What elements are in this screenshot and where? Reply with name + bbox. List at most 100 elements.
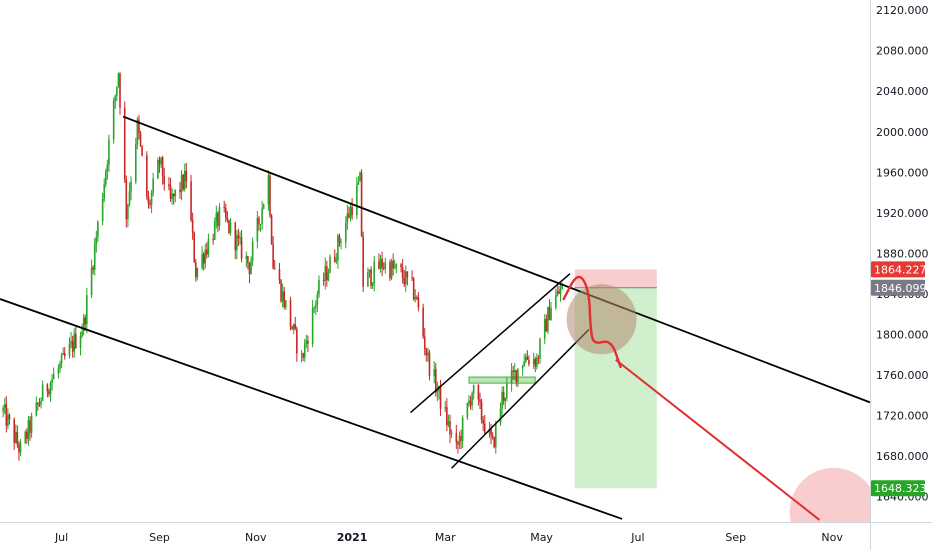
candle-body (150, 192, 153, 205)
candle-body (13, 419, 16, 443)
y-axis-labels: 2120.000 2080.000 2040.000 2000.000 1960.000… (876, 4, 929, 504)
candle (504, 397, 507, 410)
candle (26, 428, 28, 444)
candle-body (30, 415, 33, 433)
candle (390, 258, 393, 280)
candle (8, 413, 11, 425)
candle (494, 420, 497, 454)
candle (433, 360, 436, 384)
candle (524, 353, 527, 364)
candle-body (202, 254, 205, 264)
candle-body (245, 255, 248, 260)
candle-body (524, 356, 527, 362)
candle-body (37, 402, 39, 405)
candle (416, 295, 418, 301)
candle-body (378, 261, 380, 269)
candle-body (494, 423, 497, 448)
candle-body (179, 189, 181, 193)
candle-body (423, 336, 426, 349)
candle (389, 259, 391, 282)
candle-body (201, 254, 203, 269)
candle (278, 263, 281, 285)
candle (168, 176, 170, 191)
candle-body (392, 260, 394, 268)
candle-body (499, 408, 502, 424)
candle-body (79, 335, 82, 349)
candle (510, 363, 513, 392)
candle-body (393, 267, 396, 269)
candle-body (416, 297, 418, 299)
candle (537, 355, 540, 365)
candle-body (35, 402, 38, 416)
highlight-circle-bottom (789, 467, 870, 522)
candle (367, 267, 369, 287)
candle (384, 257, 387, 274)
candle (307, 335, 309, 352)
candle-body (483, 423, 486, 434)
candle (123, 101, 126, 184)
candle (93, 237, 96, 276)
y-tick-label: 1720.000 (876, 410, 929, 423)
candle (262, 203, 265, 210)
candle (117, 72, 120, 88)
candle-body (370, 269, 372, 286)
candle-body (57, 368, 60, 374)
candle-body (19, 442, 22, 453)
candle (294, 316, 297, 331)
candle-body (400, 264, 402, 268)
candle-body (539, 338, 541, 359)
y-tick-label: 2120.000 (876, 4, 929, 17)
candle-body (112, 100, 115, 140)
candle-body (182, 174, 184, 190)
candle (335, 253, 338, 265)
candle (150, 189, 153, 214)
candle-body (351, 206, 353, 216)
candle-body (16, 431, 19, 445)
candle-body (174, 189, 177, 197)
candle-body (314, 304, 317, 308)
candle (112, 97, 115, 144)
candle (517, 368, 519, 388)
candle (311, 300, 314, 348)
candle (338, 233, 341, 247)
candle-body (537, 357, 540, 359)
candle (314, 300, 317, 315)
candle (119, 72, 121, 115)
candle-body (359, 172, 361, 182)
candle (74, 325, 77, 349)
candle (146, 151, 148, 200)
candle (313, 306, 316, 313)
candle-body (406, 271, 409, 278)
candle-body (368, 269, 371, 273)
candle (226, 210, 229, 223)
candle-body (379, 258, 382, 269)
candle (215, 205, 218, 229)
plot-area (0, 72, 870, 522)
candle (48, 388, 50, 397)
candle (224, 203, 227, 223)
candle (245, 251, 248, 268)
projection-line (615, 359, 821, 521)
candle-body (146, 155, 148, 197)
channel-upper-line (122, 115, 870, 404)
candle (526, 350, 529, 361)
candle-body (128, 191, 131, 205)
candle (204, 243, 207, 269)
candle-body (501, 392, 503, 409)
candle-body (168, 184, 170, 186)
candle-body (138, 119, 140, 134)
candle-body (510, 370, 513, 384)
candle (344, 216, 347, 249)
candle-body (447, 421, 450, 426)
candle-body (545, 319, 548, 332)
candle (60, 352, 63, 369)
candle (171, 188, 173, 205)
candle-body (161, 157, 164, 177)
candle (130, 176, 132, 201)
candle-body (554, 295, 557, 309)
candle-body (384, 262, 387, 269)
y-tick-label: 1880.000 (876, 247, 929, 260)
candle (550, 301, 552, 321)
